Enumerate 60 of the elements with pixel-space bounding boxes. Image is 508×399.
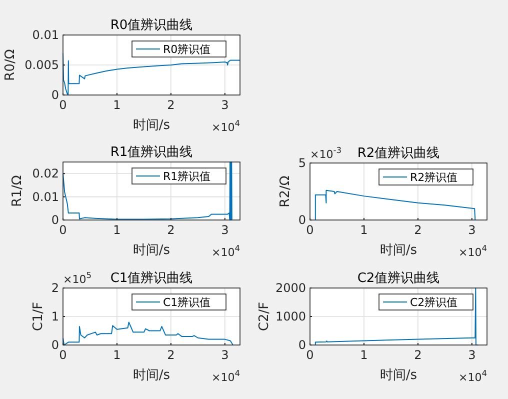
y-tick-label: 2 bbox=[51, 281, 59, 295]
chart-title: C1值辨识曲线 bbox=[110, 271, 193, 286]
y-tick-label: 0 bbox=[298, 338, 306, 352]
y-axis-title: C2/F bbox=[257, 302, 272, 332]
x-tick-label: 2 bbox=[414, 348, 422, 362]
x-tick-label: 2 bbox=[167, 223, 175, 237]
legend-label: R1辨识值 bbox=[163, 170, 211, 183]
x-tick-label: 3 bbox=[221, 223, 229, 237]
x-tick-label: 1 bbox=[360, 348, 368, 362]
legend-label: R2辨识值 bbox=[410, 171, 458, 184]
y-tick-label: 5 bbox=[298, 156, 306, 170]
legend-label: R0辨识值 bbox=[163, 43, 211, 56]
text: ×10$^{4}$ bbox=[458, 368, 487, 384]
text: ×10$^{4}$ bbox=[212, 368, 240, 384]
line-series bbox=[314, 288, 479, 346]
line-series bbox=[62, 162, 232, 220]
x-tick-label: 1 bbox=[113, 223, 121, 237]
text: ×10$^{4}$ bbox=[458, 243, 487, 259]
x-tick-label: 3 bbox=[468, 223, 476, 237]
y-tick-label: 0.01 bbox=[32, 28, 59, 42]
legend-label: C2辨识值 bbox=[410, 296, 458, 309]
x-tick-label: 1 bbox=[113, 98, 121, 112]
y-tick-label: 1 bbox=[51, 310, 59, 324]
chart-title: R1值辨识曲线 bbox=[110, 145, 193, 160]
line-series bbox=[314, 190, 476, 220]
x-tick-label: 2 bbox=[167, 348, 175, 362]
legend-label: C1辨识值 bbox=[163, 296, 211, 309]
text: ×10$^{5}$ bbox=[63, 270, 92, 286]
chart-title: C2值辨识曲线 bbox=[357, 271, 440, 286]
x-axis-title: 时间/s bbox=[132, 243, 170, 258]
x-axis-title: 时间/s bbox=[132, 368, 170, 383]
text: ×10$^{-3}$ bbox=[310, 145, 342, 161]
y-axis-title: R0/Ω bbox=[3, 49, 18, 81]
line-series bbox=[62, 322, 234, 346]
x-tick-label: 2 bbox=[414, 223, 422, 237]
chart-title: R0值辨识曲线 bbox=[110, 18, 193, 33]
y-tick-label: 1000 bbox=[275, 310, 306, 324]
y-tick-label: 0 bbox=[51, 213, 59, 227]
y-axis-title: R1/Ω bbox=[10, 175, 25, 207]
x-tick-label: 1 bbox=[113, 348, 121, 362]
x-axis-title: 时间/s bbox=[380, 243, 418, 258]
x-tick-label: 1 bbox=[360, 223, 368, 237]
y-tick-label: 0.005 bbox=[24, 58, 59, 72]
x-tick-label: 2 bbox=[167, 98, 175, 112]
y-axis-title: C1/F bbox=[31, 302, 46, 332]
text: ×10$^{4}$ bbox=[212, 118, 240, 134]
y-tick-label: 0 bbox=[298, 213, 306, 227]
x-axis-title: 时间/s bbox=[380, 368, 418, 383]
y-tick-label: 0 bbox=[51, 338, 59, 352]
x-tick-label: 3 bbox=[221, 98, 229, 112]
y-axis-title: R2/Ω bbox=[278, 176, 293, 208]
x-tick-label: 3 bbox=[468, 348, 476, 362]
text: ×10$^{4}$ bbox=[212, 243, 240, 259]
y-tick-label: 0 bbox=[51, 88, 59, 102]
x-tick-label: 3 bbox=[221, 348, 229, 362]
y-tick-label: 2000 bbox=[275, 281, 306, 295]
x-axis-title: 时间/s bbox=[132, 118, 170, 133]
chart-title: R2值辨识曲线 bbox=[357, 146, 440, 161]
y-tick-label: 0.02 bbox=[32, 166, 59, 181]
y-tick-label: 0.01 bbox=[32, 190, 59, 204]
